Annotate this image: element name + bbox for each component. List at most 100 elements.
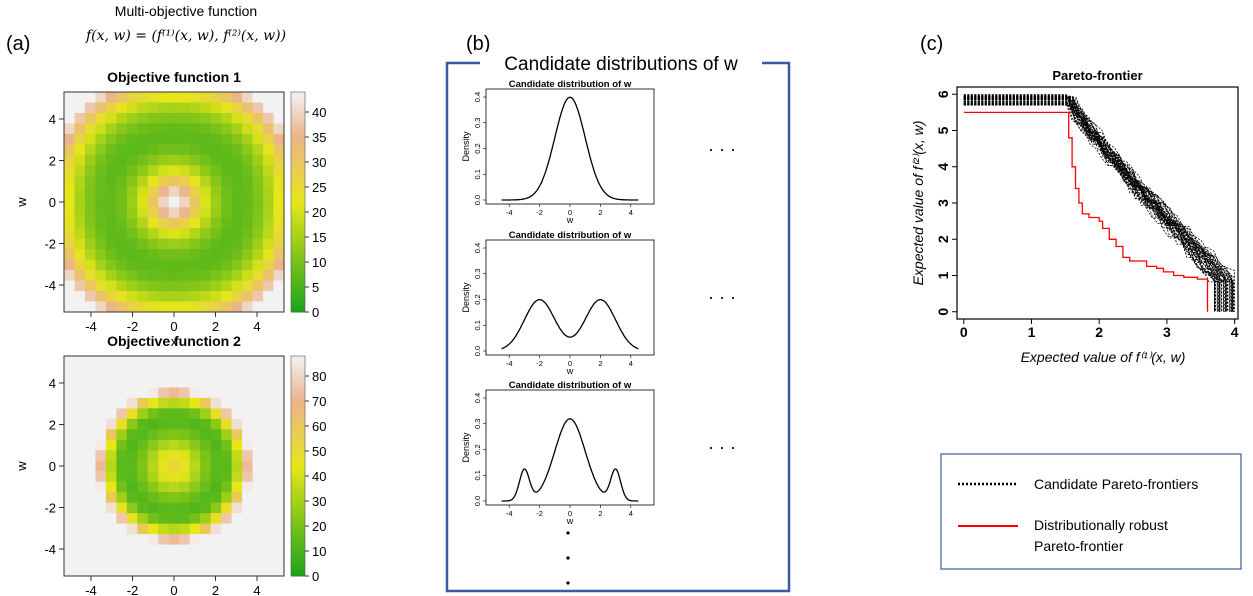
heat-cell — [252, 429, 264, 441]
colorbar-segment — [291, 297, 305, 302]
heat-cell — [116, 196, 128, 208]
heat-cell — [200, 376, 212, 388]
heat-cell — [84, 376, 96, 388]
heat-cell — [168, 154, 180, 166]
heat-cell — [126, 523, 138, 535]
heat-cell — [158, 397, 170, 409]
heat-cell — [105, 270, 117, 281]
heat-cell — [137, 502, 149, 514]
y-tick-label: 0.4 — [473, 243, 482, 253]
heat-cell — [221, 291, 233, 302]
y-tick-label: 0.0 — [473, 346, 482, 356]
heat-cell — [263, 217, 274, 229]
colorbar-segment — [291, 356, 305, 361]
heat-cell — [126, 133, 138, 145]
heat-cell — [116, 92, 128, 103]
heat-cell — [252, 196, 264, 208]
heat-cell — [179, 366, 191, 378]
heat-cell — [231, 259, 243, 271]
heat-cell — [74, 429, 86, 441]
heat-cell — [210, 429, 222, 441]
heat-cell — [200, 112, 212, 124]
heat-cell — [200, 207, 212, 219]
heat-cell — [252, 228, 264, 240]
heat-cell — [116, 249, 128, 261]
colorbar-tick-label: 50 — [312, 444, 326, 459]
x-tick-label: -2 — [127, 319, 139, 334]
y-tick-label: 0.2 — [473, 444, 482, 454]
heat-cell — [116, 366, 128, 378]
heat-cell — [200, 460, 212, 472]
candidate-frontier-line — [963, 97, 1221, 312]
heat-cell — [105, 238, 117, 250]
heat-cell — [179, 207, 191, 219]
heat-cell — [263, 397, 274, 409]
colorbar-segment — [291, 495, 305, 500]
colorbar-tick-label: 5 — [312, 280, 319, 295]
heat-cell — [210, 175, 222, 187]
colorbar-segment — [291, 139, 305, 144]
colorbar-tick-label: 0 — [312, 305, 319, 320]
heat-cell — [231, 481, 243, 493]
heat-cell — [137, 565, 149, 577]
heat-cell — [84, 471, 96, 483]
heat-cell — [231, 207, 243, 219]
heat-cell — [231, 228, 243, 240]
colorbar-segment — [291, 150, 305, 155]
heat-cell — [126, 544, 138, 556]
heat-cell — [221, 450, 233, 462]
heat-cell — [168, 175, 180, 187]
heat-cell — [231, 565, 243, 577]
heat-cell — [116, 534, 128, 545]
heat-cell — [210, 165, 222, 177]
heat-cell — [210, 565, 222, 577]
heat-cell — [189, 356, 201, 367]
panel-label-c: (c) — [920, 33, 943, 55]
colorbar-segment — [291, 546, 305, 551]
colorbar-segment — [291, 106, 305, 111]
heat-cell — [210, 207, 222, 219]
heat-cell — [179, 471, 191, 483]
heat-cell — [189, 301, 201, 313]
heat-cell — [74, 280, 86, 292]
heat-cell — [116, 133, 128, 145]
colorbar-segment — [291, 447, 305, 452]
y-axis-label: w — [14, 197, 29, 208]
x-axis-label: Expected value of f⁽¹⁾(x, w) — [1021, 349, 1186, 365]
heat-cell — [189, 259, 201, 271]
candidate-frontier-line — [963, 95, 1234, 312]
heat-cell — [105, 481, 117, 493]
heat-cell — [168, 387, 180, 399]
heat-cell — [263, 492, 274, 504]
heat-cell — [252, 555, 264, 566]
heat-cell — [273, 492, 285, 504]
heat-cell — [147, 534, 159, 545]
heat-cell — [95, 408, 107, 420]
heat-cell — [210, 301, 222, 313]
ellipsis-3: · · · — [708, 437, 736, 457]
heat-cell — [137, 534, 149, 545]
heat-cell — [252, 133, 264, 145]
heat-cell — [273, 196, 285, 208]
heat-cell — [210, 523, 222, 535]
heat-cell — [189, 366, 201, 378]
heat-cell — [168, 376, 180, 388]
heat-cell — [64, 439, 75, 451]
heat-cell — [179, 133, 191, 145]
heat-cell — [263, 259, 274, 271]
heat-cell — [84, 555, 96, 566]
heat-cell — [137, 356, 149, 367]
heat-cell — [242, 102, 253, 114]
colorbar-tick-label: 30 — [312, 155, 326, 170]
heat-cell — [263, 544, 274, 556]
heat-cell — [158, 249, 170, 261]
heat-cell — [74, 228, 86, 240]
heat-cell — [179, 112, 191, 124]
colorbar-segment — [291, 257, 305, 262]
heat-cell — [84, 123, 96, 135]
x-tick-label: -2 — [127, 583, 139, 596]
heat-cell — [116, 270, 128, 281]
heat-cell — [168, 356, 180, 367]
heat-cell — [126, 429, 138, 441]
colorbar-segment — [291, 429, 305, 434]
